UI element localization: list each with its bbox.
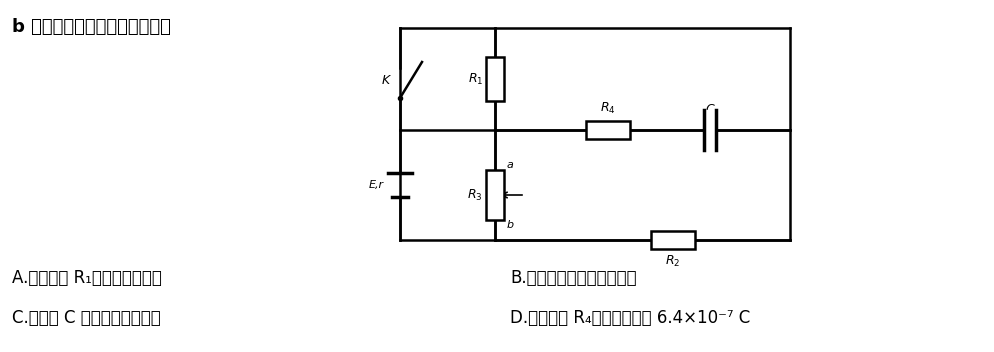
Text: $R_3$: $R_3$ [467,188,482,202]
Text: C: C [705,103,714,116]
Text: A.流过电阔 R₁的电流逐渐增大: A.流过电阔 R₁的电流逐渐增大 [12,269,162,287]
Text: E,r: E,r [369,180,384,190]
Text: K: K [382,74,390,87]
Text: a: a [507,160,513,170]
Text: $R_2$: $R_2$ [664,254,680,269]
Text: D.流过电阔 R₄的电荷量约为 6.4×10⁻⁷ C: D.流过电阔 R₄的电荷量约为 6.4×10⁻⁷ C [510,309,749,327]
Bar [584,121,629,139]
Text: b: b [507,220,514,230]
Bar [650,231,694,249]
Text: b 端滑动时，下列说法正确的是: b 端滑动时，下列说法正确的是 [12,18,171,36]
Text: $R_1$: $R_1$ [467,71,482,87]
Bar [485,170,504,220]
Text: B.电源的输出功率逐渐增大: B.电源的输出功率逐渐增大 [510,269,636,287]
Text: $R_4$: $R_4$ [599,101,614,116]
Bar [485,57,504,101]
Text: C.电容器 C 两端电压逐渐增大: C.电容器 C 两端电压逐渐增大 [12,309,161,327]
